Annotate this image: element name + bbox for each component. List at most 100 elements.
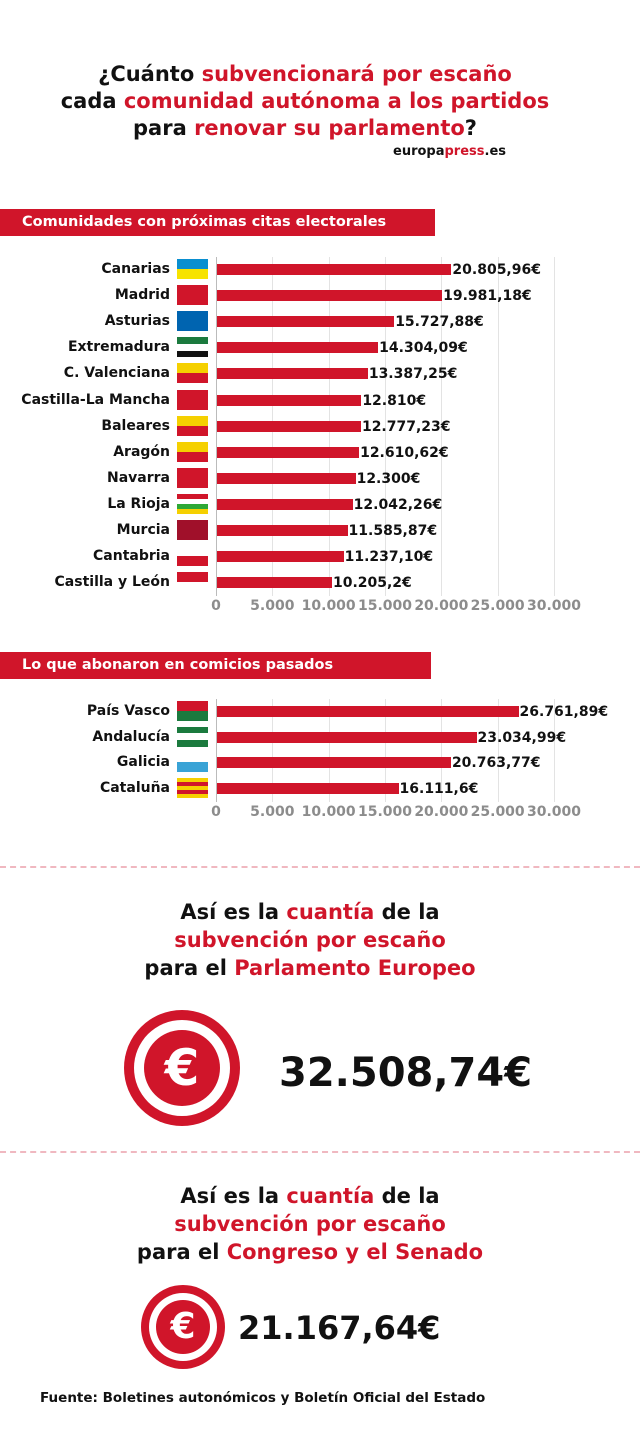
region-flag-icon (177, 572, 208, 593)
data-label: 12.777,23€ (361, 418, 451, 435)
bar (217, 706, 519, 717)
category-label: Canarias (101, 261, 170, 277)
bar (217, 472, 356, 484)
data-label: 12.610,62€ (360, 444, 449, 461)
data-label: 20.763,77€ (451, 755, 541, 772)
region-flag-icon (177, 520, 208, 540)
gridline (441, 257, 443, 597)
data-label: 12.300€ (356, 470, 421, 487)
bar (217, 731, 477, 743)
data-label: 19.981,18€ (443, 288, 532, 305)
gridline (216, 257, 217, 597)
bar (217, 316, 395, 328)
region-flag-icon (177, 415, 208, 436)
bar (217, 446, 360, 458)
x-tick-label: 0 (211, 804, 221, 821)
region-flag-icon (177, 389, 208, 410)
headline-line-3: para renovar su parlamento? (133, 116, 477, 140)
gridline (441, 699, 443, 803)
category-label: Aragón (113, 443, 170, 460)
x-tick-label: 10.000 (301, 598, 356, 615)
x-tick-label: 30.000 (526, 598, 582, 615)
europeo-heading-3: para el Parlamento Europeo (144, 956, 476, 980)
category-label: Madrid (114, 287, 170, 304)
region-flag-icon (177, 311, 208, 332)
gridline (554, 257, 555, 597)
x-tick-label: 15.000 (357, 804, 413, 821)
region-flag-icon (177, 363, 208, 384)
x-tick-label: 5.000 (250, 804, 295, 821)
data-label: 26.761,89€ (519, 704, 609, 720)
europeo-heading-1: Así es la cuantía de la (180, 900, 440, 924)
gridline (328, 699, 330, 803)
x-tick-label: 5.000 (250, 598, 295, 615)
region-flag-icon (177, 493, 208, 514)
congreso-amount: 21.167,64€ (238, 1309, 441, 1347)
x-tick-label: 25.000 (470, 804, 525, 821)
data-label: 11.585,87€ (348, 523, 438, 539)
x-tick-label: 25.000 (470, 598, 525, 615)
region-flag-icon (177, 441, 208, 462)
data-label: 13.387,25€ (368, 366, 458, 383)
bar (217, 420, 361, 432)
data-label: 23.034,99€ (477, 729, 567, 746)
data-label: 11.237,10€ (344, 549, 434, 566)
x-tick-label: 20.000 (414, 598, 469, 615)
gridline (216, 699, 217, 803)
x-tick-label: 30.000 (526, 804, 582, 821)
region-flag-icon (177, 285, 208, 306)
region-flag-icon (177, 546, 208, 567)
x-tick-label: 20.000 (414, 804, 469, 821)
gridline (385, 257, 386, 597)
divider (0, 866, 640, 868)
category-label: Baleares (101, 417, 170, 434)
congreso-heading-3: para el Congreso y el Senado (136, 1240, 484, 1264)
category-label: País Vasco (86, 703, 170, 719)
category-label: C. Valenciana (63, 365, 170, 382)
data-label: 10.205,2€ (332, 575, 412, 592)
category-label: Asturias (104, 313, 170, 330)
euro-icon: € (141, 1285, 225, 1369)
gridline (272, 699, 274, 803)
bar (217, 525, 348, 536)
data-label: 16.111,6€ (399, 781, 479, 798)
data-label: 15.727,88€ (395, 314, 484, 331)
data-label: 12.042,26€ (353, 496, 443, 513)
region-flag-icon (177, 778, 208, 799)
bar (217, 368, 368, 380)
category-label: Castilla y León (54, 574, 170, 591)
category-label: Castilla-La Mancha (21, 391, 170, 408)
data-label: 20.805,96€ (452, 262, 541, 278)
x-tick-label: 10.000 (301, 804, 356, 821)
category-label: Cantabria (93, 548, 170, 565)
euro-icon: € (124, 1010, 240, 1126)
bar (217, 498, 353, 510)
congreso-heading-2: subvención por escaño (174, 1212, 446, 1236)
category-label: Murcia (116, 522, 170, 538)
bar (217, 783, 399, 795)
category-label: Extremadura (67, 339, 170, 356)
region-flag-icon (177, 726, 208, 747)
europeo-heading-2: subvención por escaño (174, 928, 446, 952)
chart2-title: Lo que abonaron en comicios pasados (0, 652, 431, 679)
bar (217, 264, 452, 275)
category-label: Galicia (116, 754, 170, 771)
category-label: Navarra (107, 469, 170, 486)
region-flag-icon (177, 467, 208, 488)
x-tick-label: 0 (211, 598, 221, 615)
bar (217, 394, 362, 406)
gridline (385, 699, 386, 803)
data-label: 14.304,09€ (379, 340, 468, 357)
category-label: La Rioja (107, 495, 170, 512)
x-tick-label: 15.000 (357, 598, 413, 615)
region-flag-icon (177, 701, 208, 721)
europeo-amount: 32.508,74€ (279, 1050, 533, 1096)
region-flag-icon (177, 752, 208, 773)
chart1-title: Comunidades con próximas citas electoral… (0, 209, 435, 236)
congreso-heading-1: Así es la cuantía de la (180, 1184, 440, 1208)
bar (217, 342, 379, 354)
source-note: Fuente: Boletines autonómicos y Boletín … (40, 1390, 486, 1406)
bar (217, 551, 344, 563)
gridline (497, 257, 499, 597)
bar (217, 290, 443, 302)
